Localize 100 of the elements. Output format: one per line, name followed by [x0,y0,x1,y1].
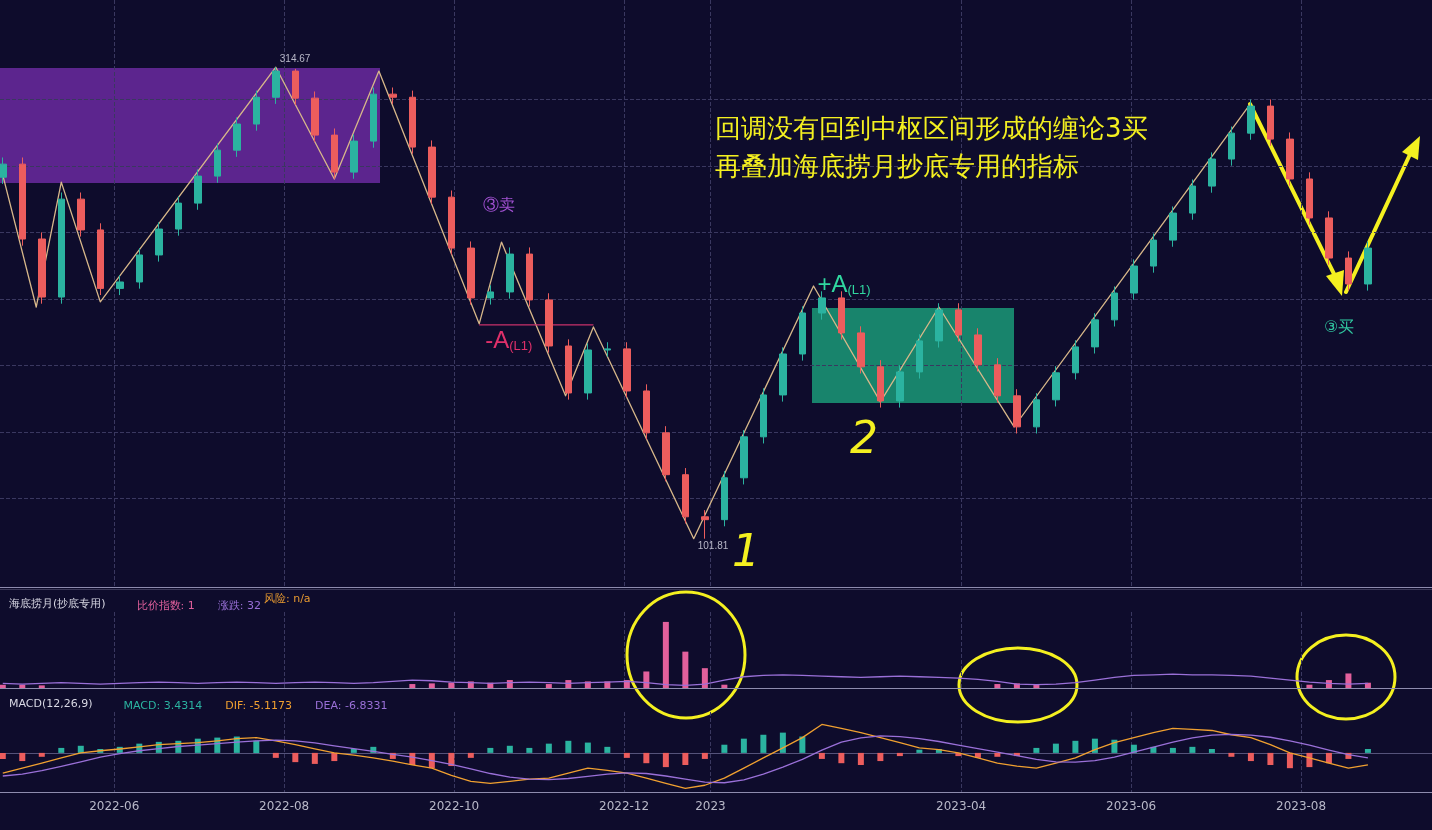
candlestick [155,221,163,263]
x-tick-label: 2022-10 [429,799,480,813]
text: DIF: -5.1173 [225,698,293,712]
candlestick [682,467,689,524]
text: 涨跌: 32 [217,598,261,612]
bar [1033,747,1040,753]
x-tick-label: 2023 [695,799,726,813]
candlestick [721,470,728,527]
candlestick [389,87,397,105]
annotation: +A(L1) [817,270,871,298]
annotation: 回调没有回到中枢区间形成的缠论3买 [715,113,1148,143]
bar [701,752,708,759]
bar [896,752,903,757]
annotation: 101.81 [697,540,729,552]
candlestick [175,195,182,237]
candlestick [350,133,358,180]
bar [604,746,611,753]
annotation: 再叠加海底捞月抄底专用的指标 [715,151,1079,181]
candlestick [253,90,260,132]
annotation: ③买 [1324,316,1355,336]
candlestick [0,156,7,185]
bar [19,684,26,688]
bar [565,740,572,753]
bar [506,745,513,753]
candlestick [760,387,767,444]
bar [311,752,318,764]
x-tick-label: 2023-04 [936,799,987,813]
candlestick [1228,125,1235,167]
bar [877,752,884,762]
bar [38,752,45,757]
bar [487,747,494,753]
bar [292,752,299,763]
bar [428,683,435,688]
candlestick [1306,171,1313,226]
bar [584,742,591,753]
candlestick [565,338,572,401]
candlestick [58,191,65,305]
bar [1325,752,1332,764]
bar [682,752,689,765]
text: 风险: n/a [263,592,311,605]
candlestick [194,168,202,211]
text: DEA: -6.8331 [315,698,388,712]
bar [1286,752,1293,769]
candlestick [1189,178,1196,221]
candlestick [97,222,104,296]
x-tick-label: 2023-06 [1106,799,1157,813]
candlestick [370,87,377,149]
candlestick [662,425,670,482]
candlestick [857,325,865,374]
x-tick-label: 2022-08 [259,799,310,813]
bar [0,684,6,688]
bar [662,752,669,768]
bar [350,748,357,753]
candlestick [584,342,592,401]
x-tick-label: 2023-08 [1275,799,1327,813]
candlestick [409,90,416,155]
bar [721,744,728,753]
bar [799,736,806,753]
candlestick [623,341,631,399]
candlestick [526,246,533,308]
bar [662,621,669,688]
bar [1267,752,1274,765]
bar [1052,743,1059,753]
candlestick [136,247,143,290]
annotation: 1 [732,524,760,576]
bar [740,738,747,753]
bar [467,752,474,758]
chart-title: 海底捞月(抄底专用) [9,597,106,610]
bar [526,747,533,753]
bar [1306,684,1313,688]
candlestick [740,429,748,485]
candlestick [311,90,319,143]
bar [916,749,923,753]
annotation: -A(L1) [485,326,533,354]
candlestick [272,66,280,105]
bar [272,752,279,758]
bar [1364,748,1371,753]
candlestick [545,292,553,354]
candlestick [643,383,650,440]
bar [643,671,650,688]
bar [818,752,825,759]
bar [623,752,630,758]
candlestick [916,333,923,380]
bar [331,752,338,762]
candlestick [701,509,709,540]
bar [838,752,845,764]
candlestick [1169,205,1177,248]
candlestick [1150,232,1157,274]
candlestick [1033,392,1040,434]
bar [994,752,1001,757]
candlestick [77,191,85,238]
candlestick [994,357,1001,403]
x-tick-label: 2022-06 [89,799,140,813]
annotation: 314.67 [279,52,311,64]
candlestick [292,68,299,106]
bar [994,684,1001,688]
text: 比价指数: 1 [136,598,195,612]
bar [409,684,416,688]
bar [253,740,260,753]
bar [1228,752,1235,757]
